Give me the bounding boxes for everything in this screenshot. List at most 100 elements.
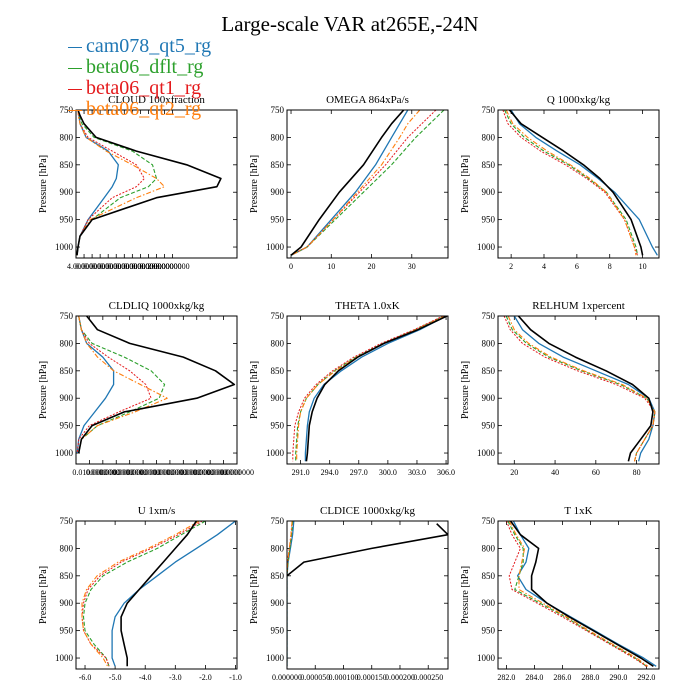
x-tick-label: 0.000200 bbox=[385, 673, 415, 682]
x-tick-label: 286.0 bbox=[553, 673, 571, 682]
x-tick-label: 282.0 bbox=[497, 673, 515, 682]
x-tick-label: 0.0000000 bbox=[83, 262, 117, 271]
x-tick-label: 0.0100000 bbox=[72, 468, 106, 477]
legend-swatch bbox=[68, 46, 82, 48]
x-tick-label: 0.0000000 bbox=[123, 262, 157, 271]
plot-frame bbox=[497, 109, 660, 259]
legend-entry: cam078_qt5_rg bbox=[68, 36, 211, 57]
series-group bbox=[292, 316, 448, 462]
series-line-beta06-qt2-rg bbox=[508, 521, 649, 667]
x-tick-label: -5.0 bbox=[109, 673, 122, 682]
y-tick-label: 800 bbox=[60, 132, 74, 142]
series-group bbox=[81, 521, 236, 667]
series-line-beta06-dflt-rg bbox=[78, 316, 166, 454]
y-tick-label: 1000 bbox=[266, 242, 285, 252]
y-tick-label: 750 bbox=[271, 516, 285, 526]
x-tick-label: 0.000250 bbox=[413, 673, 443, 682]
y-tick-label: 750 bbox=[482, 516, 496, 526]
y-axis-label: Pressure [hPa] bbox=[249, 361, 260, 419]
x-tick-label: 40 bbox=[551, 468, 559, 477]
y-tick-label: 850 bbox=[482, 571, 496, 581]
x-tick-label: 306.0 bbox=[437, 468, 455, 477]
legend-entry: beta06_qt1_rg bbox=[68, 78, 211, 99]
panel-title: RELHUM 1xpercent bbox=[532, 300, 625, 312]
y-tick-label: 1000 bbox=[55, 448, 74, 458]
x-tick-label: 2 bbox=[509, 262, 513, 271]
x-tick-label: 4.0000000 bbox=[67, 262, 101, 271]
y-tick-label: 750 bbox=[271, 311, 285, 321]
series-line-beta06-dflt-rg bbox=[290, 110, 445, 256]
x-tick-label: 0.0000000 bbox=[99, 468, 133, 477]
plot-frame bbox=[286, 520, 449, 670]
x-tick-label: 6 bbox=[575, 262, 579, 271]
chart-panel: RELHUM 1xpercent Pressure [hPa] 750 800 850 9… bbox=[460, 300, 660, 477]
legend-swatch bbox=[68, 109, 82, 111]
x-tick-label: 0.0000000 bbox=[131, 262, 165, 271]
series-line-beta06-qt1-rg bbox=[76, 316, 152, 454]
series-group bbox=[76, 110, 222, 256]
legend-swatch bbox=[68, 88, 82, 90]
y-tick-label: 750 bbox=[60, 516, 74, 526]
legend-entry: beta06_dflt_rg bbox=[68, 57, 211, 78]
figure-title: Large-scale VAR at265E,-24N bbox=[221, 12, 479, 36]
series-line-beta06-qt1-rg bbox=[502, 110, 639, 256]
panel-title: CLDICE 1000xkg/kg bbox=[320, 505, 416, 517]
series-line-beta06-qt1-rg bbox=[292, 316, 444, 462]
x-tick-label: 0.000000 bbox=[272, 673, 302, 682]
plot-frame bbox=[75, 520, 238, 670]
series-line-beta06-qt1-rg bbox=[290, 110, 437, 256]
y-tick-label: 1000 bbox=[266, 653, 285, 663]
x-tick-label: 20 bbox=[510, 468, 518, 477]
x-tick-label: 291.0 bbox=[292, 468, 310, 477]
plot-frame bbox=[497, 315, 660, 465]
chart-panel: CLDICE 1000xkg/kg Pressure [hPa] 750 800 850… bbox=[249, 505, 449, 682]
chart-panel: CLOUD 100xfraction Pressure [hPa] 750 800 85… bbox=[38, 94, 238, 271]
y-axis-label: Pressure [hPa] bbox=[38, 361, 49, 419]
y-axis-label: Pressure [hPa] bbox=[249, 155, 260, 213]
y-tick-label: 900 bbox=[271, 187, 285, 197]
legend-swatch bbox=[68, 67, 82, 69]
x-tick-label: 4 bbox=[542, 262, 546, 271]
series-line-black bbox=[508, 110, 644, 256]
series-line-beta06-qt2-rg bbox=[296, 316, 446, 462]
series-line-black bbox=[76, 110, 222, 256]
chart-panel: Q 1000xkg/kg Pressure [hPa] 750 800 850 900 95… bbox=[460, 94, 660, 271]
y-tick-label: 1000 bbox=[55, 242, 74, 252]
panel-title: U 1xm/s bbox=[138, 505, 176, 517]
x-tick-label: 8 bbox=[608, 262, 612, 271]
series-line-black bbox=[509, 521, 654, 667]
x-tick-label: 0.000050 bbox=[300, 673, 330, 682]
legend-label: beta06_qt2_rg bbox=[86, 98, 202, 120]
legend-label: beta06_dflt_rg bbox=[86, 56, 204, 78]
y-tick-label: 900 bbox=[60, 598, 74, 608]
y-tick-label: 950 bbox=[271, 215, 285, 225]
y-axis-label: Pressure [hPa] bbox=[38, 566, 49, 624]
series-line-beta06-qt2-rg bbox=[78, 316, 168, 454]
y-tick-label: 800 bbox=[271, 132, 285, 142]
legend-entry: beta06_qt2_rg bbox=[68, 99, 211, 120]
y-tick-label: 750 bbox=[60, 105, 74, 115]
panel-title: Q 1000xkg/kg bbox=[547, 94, 611, 106]
y-tick-label: 750 bbox=[271, 105, 285, 115]
y-tick-label: 900 bbox=[60, 187, 74, 197]
chart-panel: THETA 1.0xK Pressure [hPa] 750 800 850 900 950… bbox=[249, 300, 455, 477]
y-tick-label: 950 bbox=[482, 626, 496, 636]
x-tick-label: 0 bbox=[289, 262, 293, 271]
y-tick-label: 800 bbox=[482, 543, 496, 553]
x-tick-label: 297.0 bbox=[350, 468, 368, 477]
series-line-black bbox=[517, 316, 654, 462]
panel-title: THETA 1.0xK bbox=[335, 300, 400, 312]
y-tick-label: 850 bbox=[482, 366, 496, 376]
series-line-beta06-dflt-rg bbox=[295, 316, 445, 462]
y-tick-label: 850 bbox=[482, 160, 496, 170]
x-tick-label: 30 bbox=[408, 262, 416, 271]
series-line-cam078-qt5-rg bbox=[510, 110, 658, 256]
y-tick-label: 950 bbox=[60, 626, 74, 636]
y-tick-label: 900 bbox=[60, 393, 74, 403]
plot-frame bbox=[286, 109, 449, 259]
y-axis-label: Pressure [hPa] bbox=[460, 155, 471, 213]
panel-title: OMEGA 864xPa/s bbox=[326, 94, 409, 106]
x-tick-label: -2.0 bbox=[199, 673, 212, 682]
x-tick-label: 20.000000 bbox=[148, 262, 182, 271]
